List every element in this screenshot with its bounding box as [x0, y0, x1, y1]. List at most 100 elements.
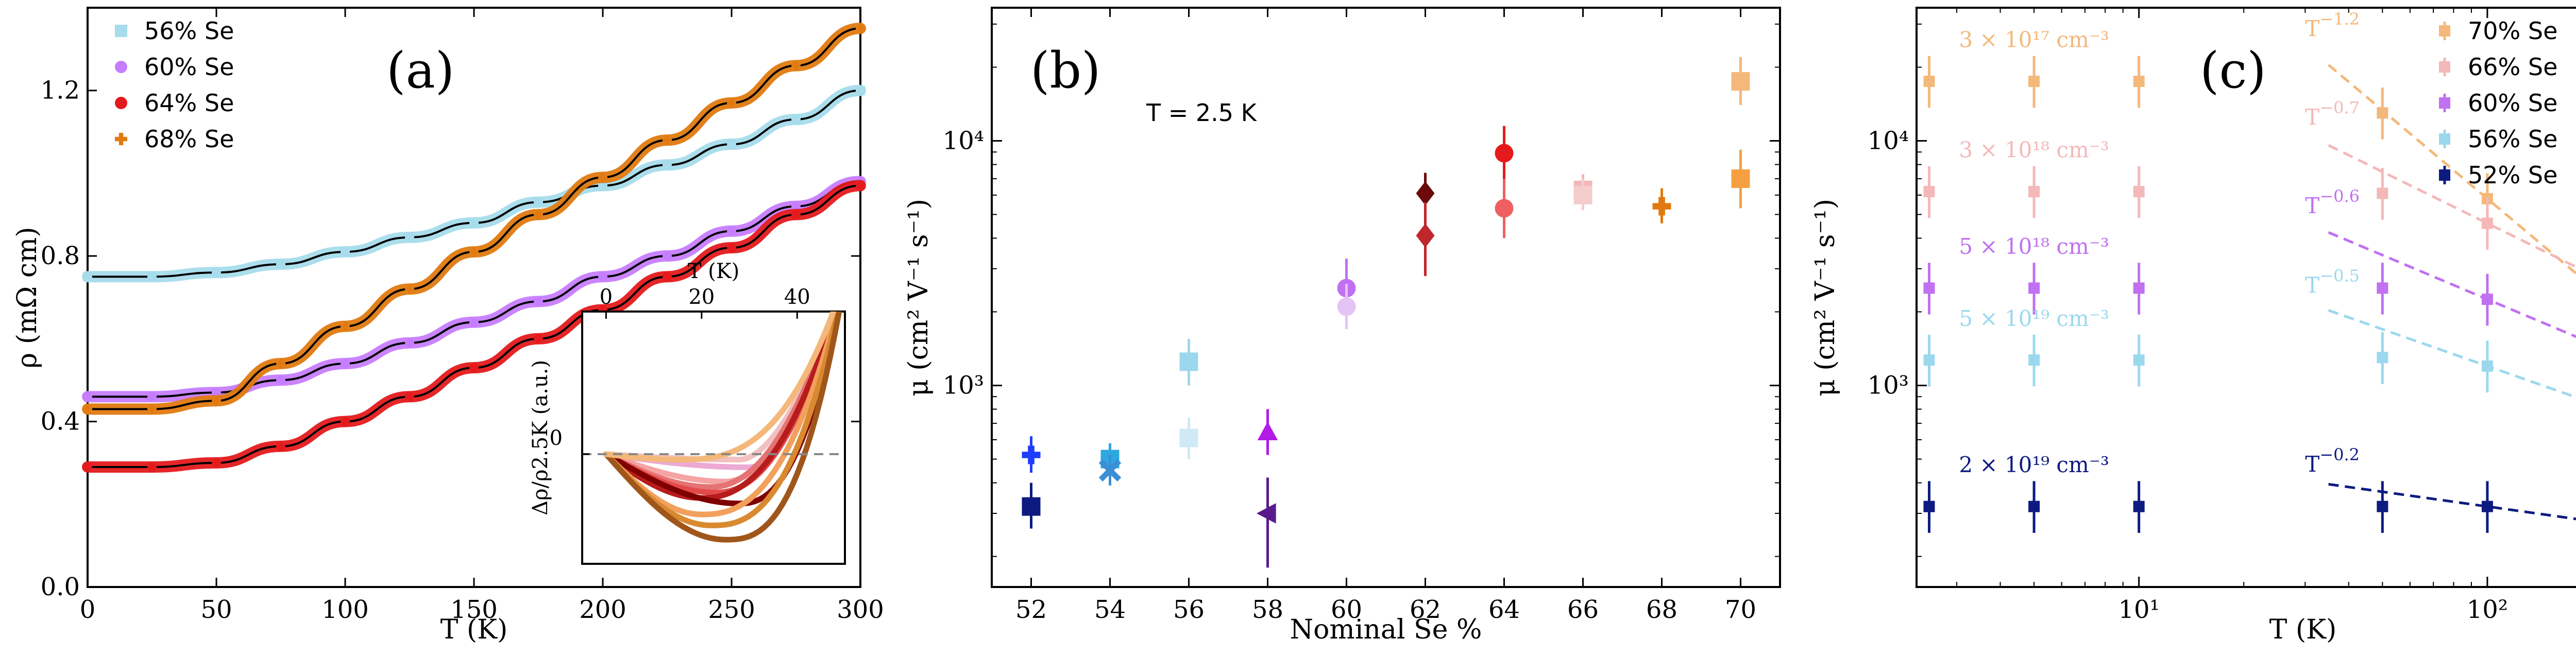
- y-tick-label: 10⁴: [1868, 126, 1909, 155]
- data-point: [469, 247, 479, 257]
- point-marker: [1337, 297, 1356, 316]
- data-point: [1652, 188, 1671, 223]
- x-tick-label: 56: [1173, 595, 1205, 624]
- data-point: [663, 251, 672, 261]
- series-64se: [82, 180, 866, 473]
- legend-label: 56% Se: [2468, 125, 2557, 153]
- legend-label: 60% Se: [144, 53, 234, 81]
- x-tick-label: 150: [450, 595, 498, 624]
- data-point: [1416, 202, 1435, 277]
- legend-marker: [2439, 169, 2450, 181]
- y-tick-label: 0.0: [41, 573, 80, 601]
- point-marker: [1256, 503, 1276, 524]
- data-point: [1495, 126, 1514, 181]
- data-point: [341, 417, 350, 426]
- panel-b-frame: [991, 7, 1781, 588]
- data-point: [791, 201, 801, 211]
- y-tick-label: 10⁴: [943, 126, 984, 155]
- legend-marker: [115, 133, 127, 145]
- data-point: [598, 272, 607, 282]
- data-point: [663, 135, 672, 145]
- x-tick-label: 70: [1725, 595, 1756, 624]
- exponent: −0.5: [2319, 266, 2360, 286]
- point-marker: [2377, 187, 2388, 199]
- legend-label: 56% Se: [144, 17, 234, 45]
- point-marker: [2028, 282, 2040, 294]
- point-marker: [2133, 282, 2145, 294]
- point-marker: [1416, 181, 1435, 205]
- legend-marker: [2439, 97, 2450, 109]
- data-point: [727, 226, 736, 236]
- data-point: [341, 321, 350, 331]
- fit-line: [2328, 309, 2576, 399]
- data-point: [83, 462, 92, 472]
- inset-y-tick: 0: [550, 426, 563, 450]
- panel-c-y-ticks: 10³ 10⁴: [1868, 23, 1927, 557]
- data-point: [1256, 477, 1276, 568]
- panel-a: 0 50 100 150 200 250 300 0.00.40.81.2 56% Se60…: [12, 7, 884, 645]
- data-point: [1257, 409, 1278, 455]
- fit-exponent-label: T−0.2: [2305, 445, 2360, 477]
- x-tick-label: 250: [708, 595, 755, 624]
- panel-c-x-label: T (K): [2269, 614, 2337, 645]
- point-marker: [2133, 76, 2145, 88]
- data-point: [212, 396, 221, 406]
- data-point: [405, 284, 414, 294]
- data-point: [147, 462, 157, 472]
- x-tick-label: 200: [579, 595, 626, 624]
- data-point: [276, 375, 285, 385]
- exponent: −0.2: [2319, 445, 2360, 464]
- fit-exponent-label: T−0.6: [2305, 186, 2360, 218]
- density-label: 3 × 10¹⁸ cm⁻³: [1959, 137, 2109, 163]
- data-point: [727, 243, 736, 253]
- panel-c: 10¹ 10² 10³ 10⁴ T−1.2 3 × 10¹⁷ cm⁻³ T−0.7 3 ×…: [1810, 7, 2576, 645]
- data-point: [147, 272, 157, 282]
- x-tick-label: 100: [321, 595, 369, 624]
- legend-marker: [2439, 25, 2450, 37]
- fit-exponent-label: T−1.2: [2305, 9, 2360, 41]
- panel-c-x-ticks: 10¹ 10²: [1956, 8, 2508, 624]
- point-marker: [1495, 144, 1514, 163]
- point-marker: [2028, 354, 2040, 366]
- panel-b-points: [1022, 57, 1750, 568]
- x-tick-label: 50: [200, 595, 232, 624]
- point-marker: [2377, 352, 2388, 364]
- legend-label: 52% Se: [2468, 161, 2557, 189]
- point-marker: [1923, 282, 1935, 294]
- inset-ticks: 0 20 40: [582, 285, 810, 455]
- series-52se: T−0.2 2 × 10¹⁹ cm⁻³: [1923, 445, 2576, 533]
- x-tick-label: 62: [1410, 595, 1441, 624]
- point-marker: [1923, 186, 1935, 198]
- data-point: [469, 218, 479, 228]
- point-marker: [2481, 500, 2493, 512]
- y-tick-label: 10³: [943, 371, 984, 400]
- legend-label: 68% Se: [144, 125, 234, 153]
- panel-b-x-ticks: 52 54 56 58 60 62 64 66 68 70: [1015, 8, 1756, 624]
- point-marker: [1495, 199, 1514, 218]
- series-56se: T−0.5 5 × 10¹⁹ cm⁻³: [1923, 266, 2576, 399]
- point-marker: [2028, 500, 2040, 512]
- series-66se: T−0.7 3 × 10¹⁸ cm⁻³: [1923, 98, 2576, 269]
- data-point: [1495, 179, 1514, 238]
- data-point: [1022, 482, 1041, 529]
- inset-y-label: Δρ/ρ2.5K (a.u.): [529, 360, 552, 515]
- x-tick-label: 68: [1646, 595, 1677, 624]
- series-60se: T−0.6 5 × 10¹⁸ cm⁻³: [1923, 186, 2576, 338]
- data-point: [1098, 455, 1122, 486]
- exponent: −0.6: [2319, 186, 2360, 206]
- data-point: [856, 85, 865, 95]
- fit-exponent-label: T−0.7: [2305, 98, 2360, 130]
- fit-line: [2327, 64, 2576, 275]
- data-point: [727, 98, 736, 108]
- point-marker: [2133, 354, 2145, 366]
- panel-b-x-label: Nominal Se %: [1290, 614, 1482, 645]
- x-tick-label: 60: [1331, 595, 1362, 624]
- point-marker: [1022, 497, 1041, 516]
- density-label: 5 × 10¹⁸ cm⁻³: [1959, 234, 2109, 259]
- inset-x-tick-label: 20: [688, 285, 715, 309]
- data-point: [405, 232, 414, 242]
- inset-curve: [603, 312, 842, 543]
- data-point: [276, 441, 285, 451]
- data-point: [469, 363, 479, 373]
- legend-label: 64% Se: [144, 89, 234, 117]
